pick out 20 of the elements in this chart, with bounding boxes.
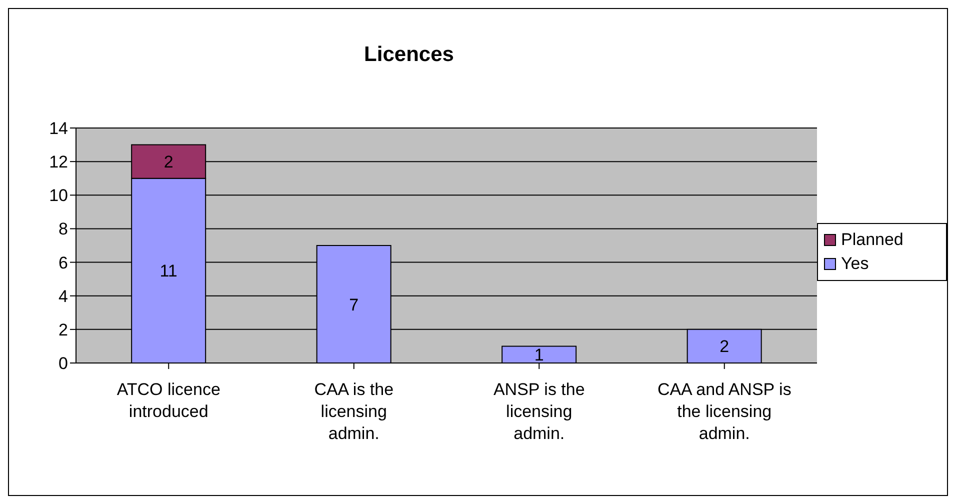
y-tick-label: 10 — [49, 186, 68, 206]
y-tick-label: 12 — [49, 152, 68, 172]
data-label: 11 — [160, 262, 178, 281]
y-tick-label: 2 — [58, 320, 68, 340]
x-tick-label: CAA is the licensing admin. — [314, 380, 394, 443]
x-tick-label: ATCO licence introduced — [116, 380, 220, 421]
y-tick-label: 8 — [58, 220, 68, 239]
y-tick-label: 6 — [58, 253, 68, 272]
data-label: 2 — [164, 152, 174, 172]
y-tick-label: 14 — [49, 119, 68, 138]
data-label: 7 — [349, 295, 359, 314]
y-tick-label: 0 — [58, 354, 68, 374]
chart-title: Licences — [363, 43, 455, 67]
x-tick-label: CAA and ANSP is the licensing admin. — [657, 380, 792, 443]
legend-label: Planned — [841, 230, 904, 250]
x-tick-label: ANSP is the licensing admin. — [493, 380, 585, 443]
legend-label: Yes — [841, 254, 869, 274]
data-label: 2 — [720, 337, 730, 356]
data-label: 1 — [534, 346, 544, 365]
y-tick-label: 4 — [58, 286, 68, 306]
